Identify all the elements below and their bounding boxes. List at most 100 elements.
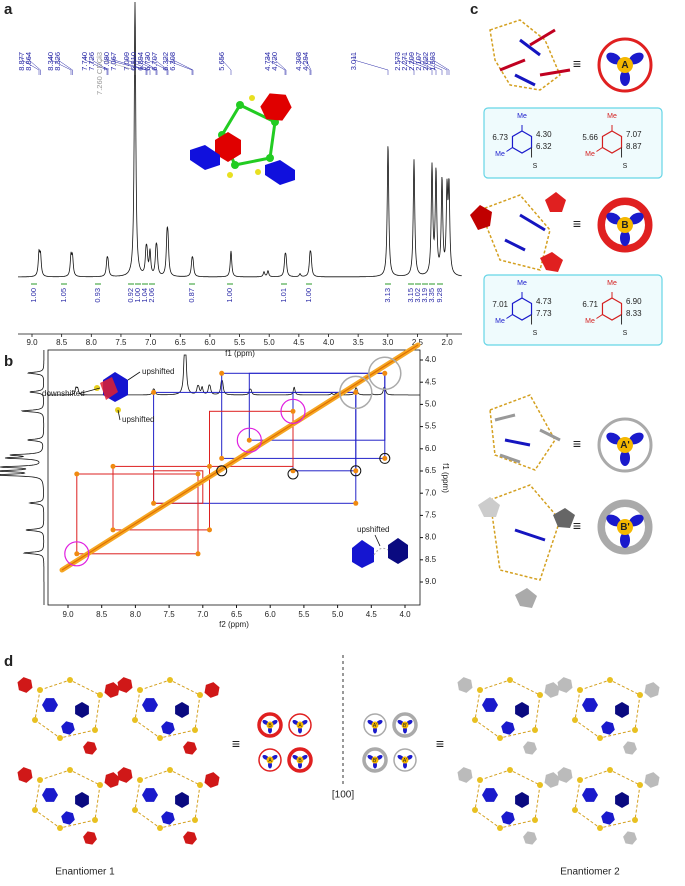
cosy-plot [59,342,421,573]
emblem-lobe [620,532,630,548]
aryl-ring [204,772,220,788]
x-tick-label: 9.0 [62,610,74,619]
annotation: upshifted [122,415,154,424]
cross-peak [353,468,359,474]
correlation-box [248,372,386,441]
shift-value: 8.87 [626,142,642,151]
atom [32,717,38,723]
integral-label: 1.05 [59,288,68,303]
integral-label: 1.04 [140,288,149,303]
atom [532,817,538,823]
atom [537,692,543,698]
atom [572,717,578,723]
benzene [601,130,623,154]
cross-peak [151,389,157,395]
peak-label: 7.726 [87,52,96,71]
cross-peak [219,370,225,376]
methyl-label: Me [517,113,527,120]
peak-connector [425,55,448,75]
atom [197,782,203,788]
cross-peak [382,370,388,376]
mini-core [371,721,379,729]
aryl-ring [142,788,158,802]
peak-label: 6.322 [161,52,170,71]
peak-label: 2.209 [407,52,416,71]
mini-label: A [298,723,302,729]
cross-peak [353,500,359,506]
atom [632,727,638,733]
x-tick-label: 6.5 [231,610,243,619]
atom [132,807,138,813]
x-tick-label: 5.5 [234,338,246,347]
y-tick-label: 4.0 [425,355,437,364]
equivalence: ≡ [573,518,581,534]
equivalence: ≡ [436,736,444,752]
methyl-label: Me [585,318,595,325]
integral-label: 3.19 [420,288,429,303]
atom [507,767,513,773]
atom [97,692,103,698]
integral-label: 3.02 [413,288,422,303]
integral-label: 1.00 [133,288,142,303]
equivalence: ≡ [573,216,581,232]
shift-value: 4.73 [536,297,552,306]
mini-core [401,756,409,764]
inset-link [373,547,389,556]
peak-connector [274,55,287,75]
mini-core [266,721,274,729]
y-axis-label: f1 (ppm) [441,463,450,493]
atom [57,825,63,831]
mini-core [371,756,379,764]
shift-value: 6.71 [582,300,598,309]
emblem-lobe [628,52,644,65]
methyl-bond [506,314,513,319]
enantiomer-label: Enantiomer 1 [55,867,115,878]
peak-label: 7.080 [102,52,111,71]
aryl-ring [601,721,615,735]
x-tick-label: 8.5 [96,610,108,619]
peak-label: 4.294 [301,52,310,71]
cross-peak [195,551,201,557]
panel-label: b [4,353,13,370]
emblem-lobe [606,212,622,225]
aryl-ring [623,741,637,755]
mini-label: B' [403,723,407,729]
annotation-arrow [77,387,101,395]
peak-label: 2.573 [393,52,402,71]
molecule-sketches [470,19,575,608]
cross-peak [110,463,116,469]
peak-connector [298,55,311,75]
atom [637,782,643,788]
cross-peak [74,471,80,477]
aryl-ring [557,767,573,783]
atom [572,807,578,813]
cross-peak [382,455,388,461]
peak-label: 1.993 [428,52,437,71]
methyl-label: Me [517,280,527,287]
integral-label: 1.00 [225,288,234,303]
peak-connector [28,55,41,75]
y-tick-label: 6.0 [425,444,437,453]
cross-peak [246,437,252,443]
aryl-ring [83,831,97,845]
cross-peak [290,408,296,414]
x-tick-label: 9.0 [26,338,38,347]
emblem-lobe [628,514,644,527]
emblem-label: A [621,60,628,71]
atom [507,677,513,683]
integral-label: 0.93 [93,288,102,303]
integral-label: 9.28 [435,288,444,303]
integral-label: 0.92 [126,288,135,303]
mini-label: B [268,723,272,729]
aryl-ring [17,767,33,783]
x-tick-label: 6.0 [204,338,216,347]
x-tick-label: 6.5 [175,338,187,347]
atom [472,717,478,723]
aryl-ring [42,698,58,712]
peak-label: 7.009 [122,52,131,71]
correlation-box [112,465,210,531]
emblem-label: B [621,220,628,231]
atom [607,677,613,683]
peak-label: 2.107 [414,52,423,71]
shift-value: 6.32 [536,142,552,151]
